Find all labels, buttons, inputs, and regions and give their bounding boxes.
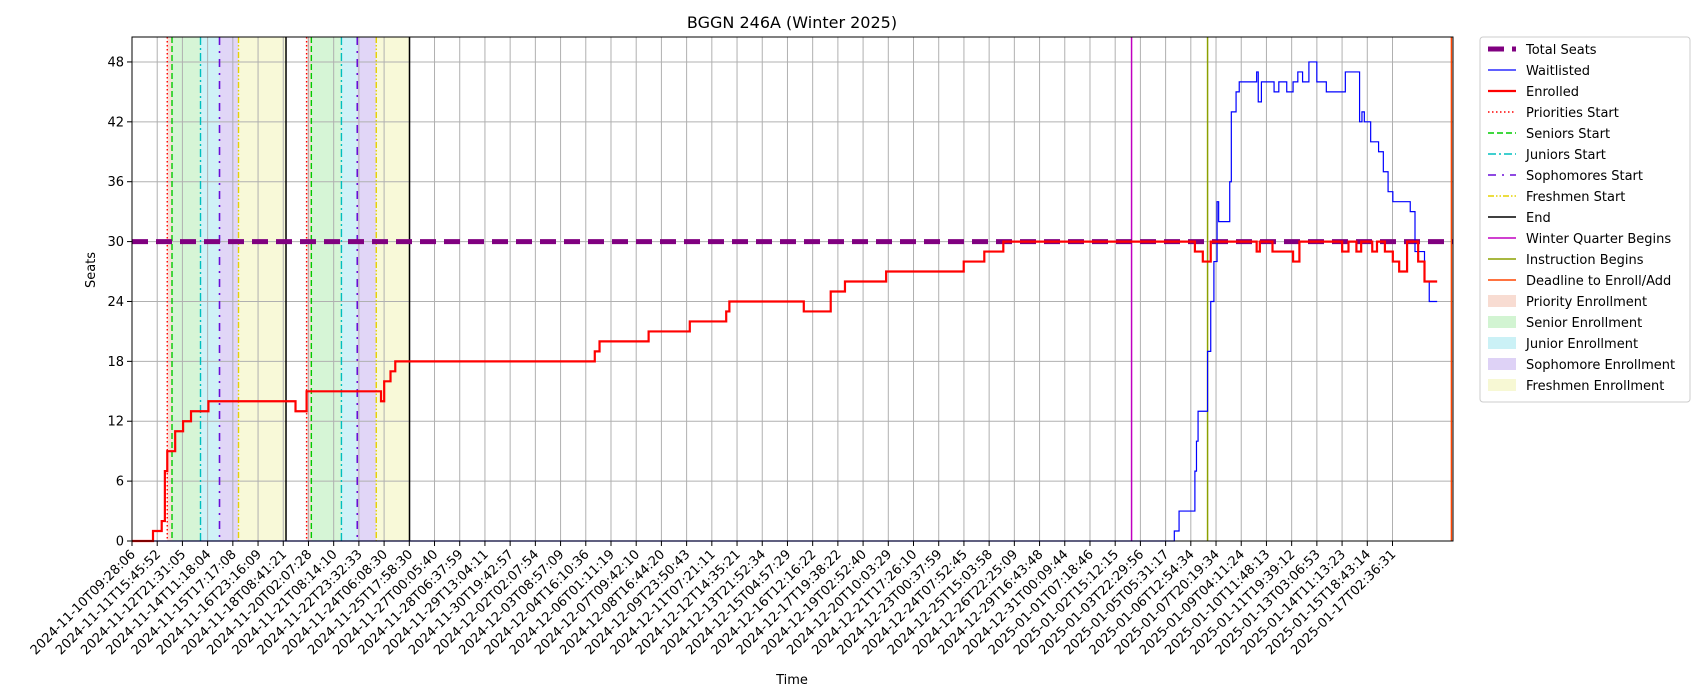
series-waitlisted	[132, 61, 1438, 542]
enrollment-spans	[167, 37, 410, 541]
legend-label: Priorities Start	[1526, 106, 1619, 121]
x-axis-label: Time	[775, 673, 808, 688]
legend-swatch	[1488, 358, 1516, 370]
event-lines	[166, 37, 1453, 541]
y-tick-label: 36	[107, 175, 124, 190]
legend: Total Seats Waitlisted Enrolled Priorities …	[1479, 36, 1691, 403]
legend-label: Sophomore Enrollment	[1526, 358, 1675, 373]
legend-label: Priority Enrollment	[1526, 295, 1647, 310]
legend-label: Junior Enrollment	[1525, 337, 1638, 352]
span-sophomore-enrollment	[357, 37, 377, 541]
legend-label: Freshmen Start	[1526, 190, 1625, 205]
legend-label: Enrolled	[1526, 85, 1579, 100]
legend-label: End	[1526, 211, 1551, 226]
legend-swatch	[1488, 316, 1516, 328]
legend-label: Total Seats	[1525, 43, 1597, 58]
span-senior-enrollment	[311, 37, 342, 541]
span-junior-enrollment	[341, 37, 358, 541]
series-enrolled	[132, 240, 1438, 543]
span-priority-enrollment	[167, 37, 173, 541]
legend-label: Deadline to Enroll/Add	[1526, 274, 1671, 289]
legend-label: Senior Enrollment	[1526, 316, 1642, 331]
y-axis: 0 6 12 18 24 30 36 42 48	[107, 55, 132, 550]
span-sophomore-enrollment	[219, 37, 239, 541]
legend-box	[1479, 36, 1691, 403]
legend-label: Freshmen Enrollment	[1526, 379, 1664, 394]
y-tick-label: 6	[116, 475, 124, 490]
chart-title: BGGN 246A (Winter 2025)	[687, 13, 897, 32]
y-tick-label: 12	[107, 415, 124, 430]
y-tick-label: 0	[116, 535, 124, 550]
span-freshmen-enrollment	[376, 37, 410, 541]
legend-swatch	[1488, 379, 1516, 391]
y-tick-label: 30	[107, 235, 124, 250]
legend-label: Winter Quarter Begins	[1526, 232, 1671, 247]
legend-swatch	[1488, 295, 1516, 307]
span-senior-enrollment	[172, 37, 201, 541]
legend-label: Waitlisted	[1526, 64, 1590, 79]
span-freshmen-enrollment	[238, 37, 287, 541]
plot-frame	[131, 36, 1454, 542]
y-tick-label: 24	[107, 295, 124, 310]
y-tick-label: 18	[107, 355, 124, 370]
legend-label: Seniors Start	[1526, 127, 1610, 142]
span-priority-enrollment	[306, 37, 312, 541]
series-lines	[132, 61, 1453, 543]
legend-label: Instruction Begins	[1526, 253, 1644, 268]
legend-label: Juniors Start	[1525, 148, 1606, 163]
legend-label: Sophomores Start	[1526, 169, 1643, 184]
y-tick-label: 48	[107, 55, 124, 70]
y-tick-label: 42	[107, 115, 124, 130]
legend-swatch	[1488, 337, 1516, 349]
y-axis-label: Seats	[84, 252, 99, 288]
span-junior-enrollment	[200, 37, 220, 541]
